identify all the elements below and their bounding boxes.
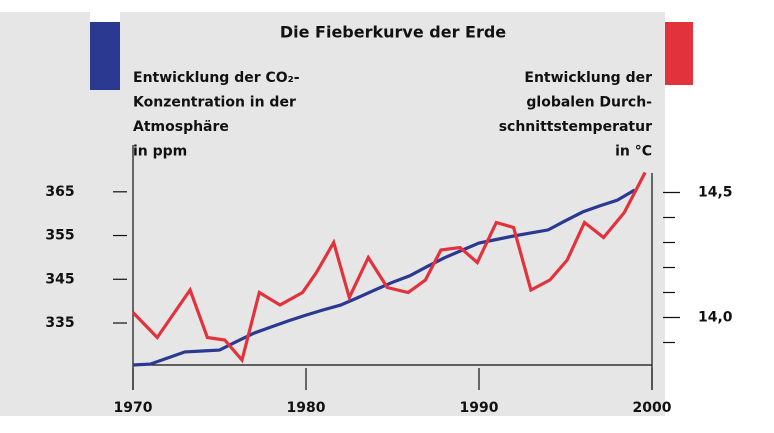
right-axis-label: in °C — [615, 144, 652, 160]
blue-bar — [90, 22, 120, 90]
y-tick-label: 365 — [45, 184, 74, 200]
x-tick-label: 1980 — [287, 400, 326, 416]
left-axis-label: in ppm — [133, 144, 187, 160]
x-tick-label: 2000 — [633, 400, 672, 416]
right-axis-label: schnittstemperatur — [499, 119, 652, 135]
x-tick-label: 1970 — [114, 400, 153, 416]
chart-title: Die Fieberkurve der Erde — [280, 23, 506, 42]
chart: Die Fieberkurve der Erde Entwicklung der… — [0, 0, 774, 433]
flag-top — [90, 10, 120, 22]
right-axis-label: Entwicklung der — [524, 70, 652, 86]
red-bar — [665, 22, 693, 85]
y2-tick-label: 14,0 — [698, 310, 733, 326]
y-tick-label: 335 — [45, 315, 74, 331]
x-tick-label: 1990 — [460, 400, 499, 416]
y-tick-label: 355 — [45, 228, 74, 244]
left-axis-label: Entwicklung der CO₂- — [133, 70, 300, 86]
y2-tick-label: 14,5 — [698, 185, 733, 201]
right-axis-label: globalen Durch- — [526, 95, 652, 111]
left-axis-label: Atmosphäre — [133, 119, 229, 135]
left-axis-label: Konzentration in der — [133, 95, 296, 111]
y-tick-label: 345 — [45, 271, 74, 287]
